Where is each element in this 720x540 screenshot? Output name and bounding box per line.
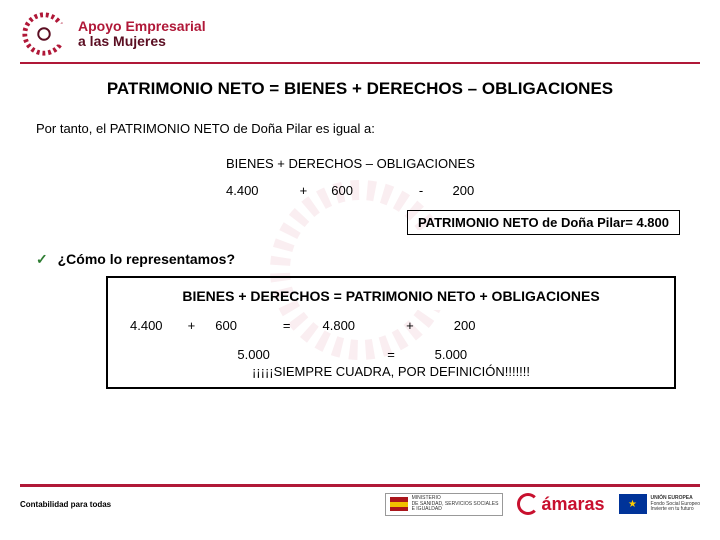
val-oblig: 200 xyxy=(453,183,475,198)
footer: Contabilidad para todas MINISTERIO DE SA… xyxy=(0,484,720,540)
spain-flag-icon xyxy=(390,497,408,511)
intro-text: Por tanto, el PATRIMONIO NETO de Doña Pi… xyxy=(36,121,684,136)
eq-plus2: + xyxy=(406,318,450,333)
footer-caption: Contabilidad para todas xyxy=(20,500,111,509)
formula-numbers: 4.400 + 600 - 200 xyxy=(226,183,684,198)
equation-box: BIENES + DERECHOS = PATRIMONIO NETO + OB… xyxy=(106,276,676,389)
slide-content: PATRIMONIO NETO = BIENES + DERECHOS – OB… xyxy=(0,66,720,389)
gov-logo: MINISTERIO DE SANIDAD, SERVICIOS SOCIALE… xyxy=(385,493,504,516)
header: Apoyo Empresarial a las Mujeres xyxy=(0,0,720,62)
eu-flag-icon: ★ xyxy=(619,494,647,514)
equation-title: BIENES + DERECHOS = PATRIMONIO NETO + OB… xyxy=(124,288,658,304)
eu-sub: Fondo Social Europeo Invierte en tu futu… xyxy=(651,501,700,513)
eq-eq: = xyxy=(283,318,319,333)
equation-numbers: 4.400 + 600 = 4.800 + 200 xyxy=(130,318,658,333)
eq-c: 4.800 xyxy=(323,318,403,333)
formula-text: BIENES + DERECHOS – OBLIGACIONES xyxy=(226,156,684,171)
equation-total: 5.000 = 5.000 xyxy=(124,347,658,362)
header-line1: Apoyo Empresarial xyxy=(78,19,206,34)
eu-logo: ★ UNIÓN EUROPEA Fondo Social Europeo Inv… xyxy=(619,494,700,514)
val-bienes: 4.400 xyxy=(226,183,292,198)
equation-slogan: ¡¡¡¡¡SIEMPRE CUADRA, POR DEFINICIÓN!!!!!… xyxy=(124,364,658,379)
question-text: ¿Cómo lo representamos? xyxy=(58,251,235,267)
question-row: ✓ ¿Cómo lo representamos? xyxy=(36,251,684,268)
logo-c-icon xyxy=(20,10,68,58)
op-plus: + xyxy=(300,183,324,198)
gov-text: MINISTERIO DE SANIDAD, SERVICIOS SOCIALE… xyxy=(412,496,499,513)
eu-text: UNIÓN EUROPEA Fondo Social Europeo Invie… xyxy=(651,496,700,513)
op-minus: - xyxy=(419,183,445,198)
tot-eq: = xyxy=(351,347,431,362)
eq-b: 600 xyxy=(215,318,279,333)
footer-logos: MINISTERIO DE SANIDAD, SERVICIOS SOCIALE… xyxy=(385,493,700,516)
tot-right: 5.000 xyxy=(435,347,545,362)
check-icon: ✓ xyxy=(36,251,48,267)
header-line2: a las Mujeres xyxy=(78,34,206,49)
camaras-c-icon xyxy=(517,493,539,515)
slide-title: PATRIMONIO NETO = BIENES + DERECHOS – OB… xyxy=(36,78,684,99)
eq-plus1: + xyxy=(188,318,212,333)
camaras-text: ámaras xyxy=(541,494,604,515)
camaras-logo: ámaras xyxy=(517,493,604,515)
result-box: PATRIMONIO NETO de Doña Pilar= 4.800 xyxy=(407,210,680,235)
val-derechos: 600 xyxy=(331,183,411,198)
header-rule xyxy=(20,62,700,64)
eq-a: 4.400 xyxy=(130,318,184,333)
tot-left: 5.000 xyxy=(237,347,347,362)
eq-d: 200 xyxy=(454,318,476,333)
